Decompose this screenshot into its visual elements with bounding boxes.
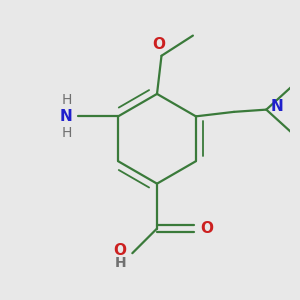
Text: O: O (114, 243, 127, 258)
Text: N: N (271, 99, 283, 114)
Text: O: O (152, 37, 165, 52)
Text: H: H (62, 92, 72, 106)
Text: N: N (59, 109, 72, 124)
Text: O: O (200, 221, 213, 236)
Text: H: H (62, 126, 72, 140)
Text: H: H (115, 256, 127, 270)
